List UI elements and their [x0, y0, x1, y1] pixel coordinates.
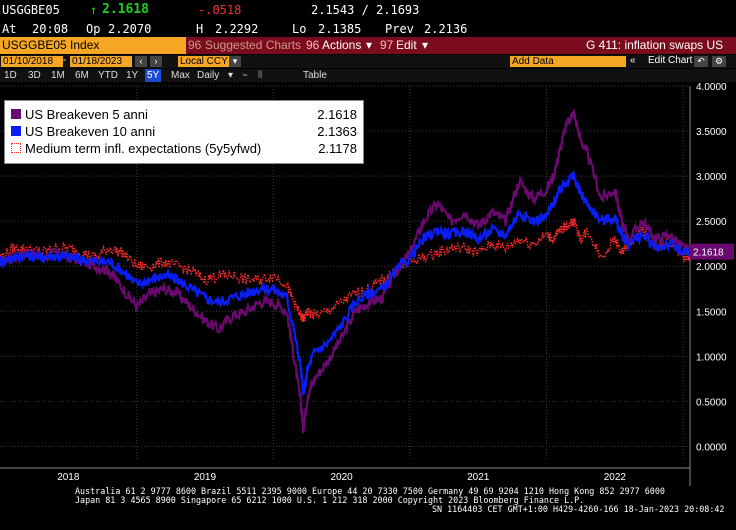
line-chart-icon[interactable]: ⌁: [242, 70, 249, 81]
suggested-charts-button[interactable]: Suggested Charts: [205, 38, 302, 52]
period-3d[interactable]: 3D: [28, 70, 41, 81]
y-tick-label: 3.0000: [696, 172, 727, 183]
end-date-field[interactable]: 01/18/2023: [70, 56, 132, 67]
period-1d[interactable]: 1D: [4, 70, 17, 81]
table-button[interactable]: Table: [303, 70, 327, 81]
add-data-field[interactable]: Add Data: [510, 56, 626, 67]
legend-item: Medium term infl. expectations (5y5yfwd)…: [9, 140, 359, 157]
time-value: 20:08: [32, 22, 69, 36]
currency-select[interactable]: Local CCY: [178, 56, 230, 67]
legend-item: US Breakeven 10 anni 2.1363: [9, 123, 359, 140]
bar-chart-icon[interactable]: ⫴: [258, 70, 263, 81]
footer-contacts-line: Japan 81 3 4565 8900 Singapore 65 6212 1…: [75, 495, 585, 505]
edit-menu[interactable]: Edit: [396, 38, 417, 52]
y-tick-label: 4.0000: [696, 82, 727, 93]
y-tick-label: 0.0000: [696, 442, 727, 453]
net-change: -.0518: [198, 3, 242, 17]
series-line-2: [0, 169, 692, 396]
high-value: 2.2292: [215, 22, 259, 36]
suggested-num: 96: [188, 38, 202, 52]
index-bar: USGGBE05 Index 96 Suggested Charts 96 Ac…: [0, 37, 736, 54]
bid-ask: 2.1543 / 2.1693: [311, 3, 420, 17]
legend-value: 2.1178: [318, 141, 357, 156]
period-ytd[interactable]: YTD: [98, 70, 118, 81]
page-title: G 411: inflation swaps US: [586, 38, 724, 52]
legend-label: US Breakeven 5 anni: [25, 107, 148, 122]
legend-swatch: [11, 109, 21, 119]
date-bar: 01/10/2018 - 01/18/2023 ‹ › Local CCY ▾ …: [0, 55, 736, 68]
legend-swatch: [11, 143, 21, 153]
last-price-tag-label: 2.1618: [693, 248, 724, 259]
collapse-icon[interactable]: «: [630, 55, 636, 66]
up-arrow-icon: ↑: [90, 3, 98, 17]
edit-chart-button[interactable]: Edit Chart: [648, 55, 693, 66]
chevron-down-icon[interactable]: ▾: [228, 70, 234, 81]
security-field[interactable]: USGGBE05 Index: [0, 37, 186, 54]
x-tick-label: 2022: [604, 472, 627, 483]
y-tick-label: 2.0000: [696, 262, 727, 273]
chevron-right-icon[interactable]: ›: [150, 56, 162, 67]
line-chart: 4.0000 3.5000 3.0000 2.5000 2.0000 1.5000 1.00…: [0, 82, 734, 486]
legend-label: Medium term infl. expectations (5y5yfwd): [25, 141, 262, 156]
start-date-field[interactable]: 01/10/2018: [1, 56, 63, 67]
x-tick-label: 2018: [57, 472, 80, 483]
chevron-down-icon[interactable]: ▾: [422, 38, 429, 52]
footer-session-line: SN 1164403 CET GMT+1:00 H429-4260-166 18…: [432, 504, 725, 514]
period-bar: 1D 3D 1M 6M YTD 1Y 5Y Max Daily ▾ ⌁ ⫴ Ta…: [0, 69, 736, 82]
period-6m[interactable]: 6M: [75, 70, 89, 81]
undo-icon[interactable]: ↶: [694, 56, 708, 67]
period-5y[interactable]: 5Y: [145, 69, 162, 82]
period-max[interactable]: Max: [171, 70, 190, 81]
chevron-down-icon[interactable]: ▾: [229, 56, 241, 67]
series-line-3: [0, 217, 691, 322]
chevron-left-icon[interactable]: ‹: [135, 56, 147, 67]
footer-contacts-line: Australia 61 2 9777 8600 Brazil 5511 239…: [75, 486, 665, 496]
time-label: At: [2, 22, 17, 36]
legend-value: 2.1363: [317, 124, 357, 139]
quote-row-2: At 20:08 Op 2.2070 H 2.2292 Lo 2.1385 Pr…: [0, 19, 736, 37]
frequency-select[interactable]: Daily: [197, 70, 220, 81]
period-1y[interactable]: 1Y: [126, 70, 139, 81]
y-tick-label: 2.5000: [696, 217, 727, 228]
open-value: 2.2070: [108, 22, 152, 36]
date-separator: -: [63, 55, 67, 66]
last-price-tag: [690, 243, 734, 260]
legend-swatch: [11, 126, 21, 136]
legend-value: 2.1618: [317, 107, 357, 122]
quote-row-1: USGGBE05 ↑ 2.1618 -.0518 2.1543 / 2.1693: [0, 0, 736, 19]
x-tick-label: 2021: [467, 472, 490, 483]
settings-icon[interactable]: ⚙: [712, 56, 726, 67]
open-label: Op: [86, 22, 101, 36]
actions-num: 96: [306, 38, 320, 52]
x-tick-label: 2019: [194, 472, 217, 483]
chart-legend: US Breakeven 5 anni 2.1618 US Breakeven …: [4, 100, 364, 164]
series-line-1: [0, 109, 691, 434]
y-tick-label: 3.5000: [696, 127, 727, 138]
y-tick-label: 1.5000: [696, 307, 727, 318]
prev-label: Prev: [385, 22, 414, 36]
low-value: 2.1385: [318, 22, 362, 36]
prev-value: 2.2136: [424, 22, 468, 36]
ticker-label: USGGBE05: [2, 3, 60, 17]
x-tick-label: 2020: [330, 472, 353, 483]
low-label: Lo: [292, 22, 307, 36]
edit-num: 97: [380, 38, 394, 52]
high-label: H: [196, 22, 204, 36]
last-price: 2.1618: [102, 2, 149, 17]
footer: Australia 61 2 9777 8600 Brazil 5511 239…: [0, 486, 736, 530]
y-tick-label: 1.0000: [696, 352, 727, 363]
chevron-down-icon[interactable]: ▾: [366, 38, 373, 52]
legend-label: US Breakeven 10 anni: [25, 124, 156, 139]
actions-menu[interactable]: Actions: [322, 38, 362, 52]
period-1m[interactable]: 1M: [51, 70, 65, 81]
y-tick-label: 0.5000: [696, 397, 727, 408]
legend-item: US Breakeven 5 anni 2.1618: [9, 106, 359, 123]
